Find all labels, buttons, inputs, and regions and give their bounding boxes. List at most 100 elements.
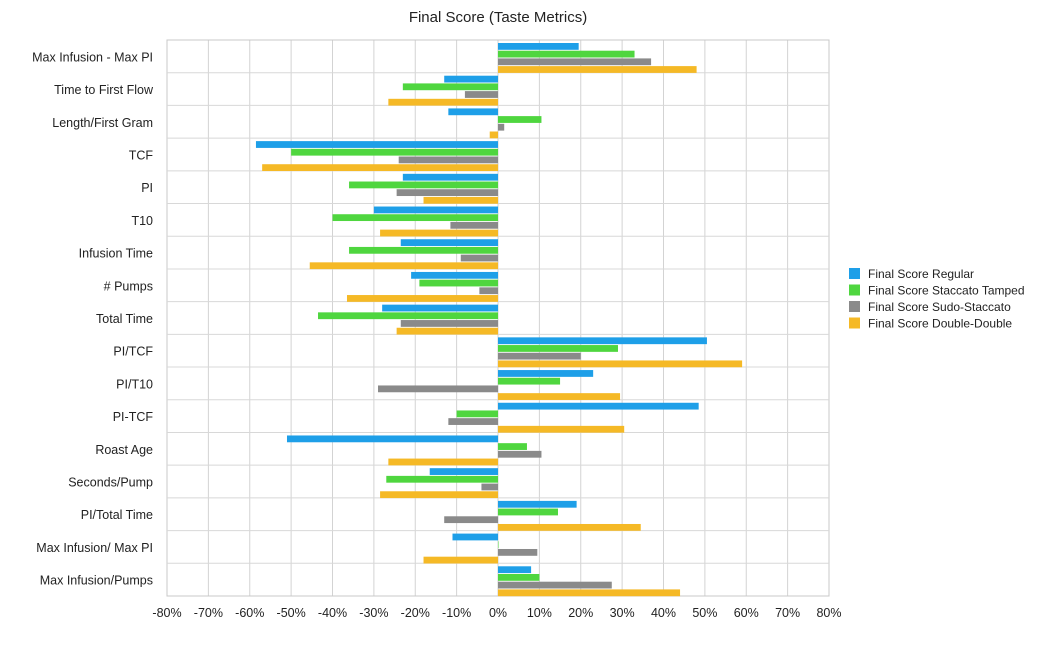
bar xyxy=(498,360,743,368)
bar xyxy=(498,58,652,66)
category-label: PI/T10 xyxy=(116,377,153,391)
bar xyxy=(498,589,681,597)
bar xyxy=(481,483,498,491)
x-tick-label: -80% xyxy=(152,606,181,620)
category-label: Max Infusion/Pumps xyxy=(40,574,153,588)
bar xyxy=(349,181,498,189)
bar xyxy=(498,377,561,385)
category-label: Roast Age xyxy=(95,443,153,457)
bar xyxy=(498,500,577,508)
bar xyxy=(498,523,641,531)
category-label: PI xyxy=(141,181,153,195)
bar xyxy=(498,548,538,556)
x-tick-label: 40% xyxy=(651,606,676,620)
bar xyxy=(419,279,498,287)
bar xyxy=(498,370,594,377)
category-label: PI/Total Time xyxy=(81,508,153,522)
x-tick-label: 70% xyxy=(775,606,800,620)
bar xyxy=(388,458,498,466)
bar xyxy=(386,475,498,483)
bar xyxy=(286,435,498,443)
bar xyxy=(452,533,498,541)
legend-entry-label: Final Score Regular xyxy=(868,267,974,281)
bar xyxy=(396,327,498,335)
bar xyxy=(400,239,498,247)
x-tick-label: 80% xyxy=(816,606,841,620)
x-tick-label: 60% xyxy=(734,606,759,620)
bar xyxy=(498,50,635,58)
x-tick-label: 10% xyxy=(527,606,552,620)
legend-entry-label: Final Score Staccato Tamped xyxy=(868,284,1025,298)
bar xyxy=(255,141,498,148)
bar xyxy=(448,108,498,116)
legend-entry-label: Final Score Sudo-Staccato xyxy=(868,300,1011,314)
bar xyxy=(498,352,581,360)
category-label: Total Time xyxy=(96,312,153,326)
bar xyxy=(489,131,498,139)
bar xyxy=(402,83,498,91)
legend-entry-label: Final Score Double-Double xyxy=(868,317,1012,331)
bar xyxy=(498,116,542,123)
bar xyxy=(411,271,498,279)
legend: Final Score Regular Final Score Staccato … xyxy=(849,267,1025,331)
category-label: # Pumps xyxy=(104,279,153,293)
chart-title: Final Score (Taste Metrics) xyxy=(409,9,587,26)
bar xyxy=(309,262,498,270)
bar xyxy=(498,402,699,410)
x-tick-label: 30% xyxy=(610,606,635,620)
bar xyxy=(398,156,498,164)
legend-swatch xyxy=(849,317,860,329)
bar xyxy=(349,246,498,254)
bar xyxy=(380,229,498,237)
category-label: Infusion Time xyxy=(79,247,153,261)
bar xyxy=(456,410,498,418)
bar xyxy=(373,206,498,214)
category-label: Max Infusion/ Max PI xyxy=(36,541,153,555)
category-label: Time to First Flow xyxy=(54,83,154,97)
bar xyxy=(423,196,498,204)
category-label: T10 xyxy=(131,214,153,228)
legend-swatch xyxy=(849,301,860,312)
x-tick-label: 0% xyxy=(489,606,507,620)
x-tick-label: -50% xyxy=(277,606,306,620)
category-label-layer: Max Infusion - Max PI Time to First Flow L… xyxy=(32,50,154,587)
x-tick-label: -10% xyxy=(442,606,471,620)
bar xyxy=(479,287,498,295)
x-tick-label: 20% xyxy=(568,606,593,620)
bar xyxy=(460,254,498,262)
bar xyxy=(444,75,498,83)
bar xyxy=(429,468,498,475)
bar xyxy=(444,516,498,524)
bar xyxy=(291,148,498,156)
x-tick-label: -70% xyxy=(194,606,223,620)
bar xyxy=(396,189,498,197)
bar xyxy=(498,443,527,450)
bar xyxy=(318,312,498,320)
legend-swatch xyxy=(849,284,860,296)
x-tick-label: -40% xyxy=(318,606,347,620)
bar xyxy=(498,581,612,589)
bar xyxy=(262,164,498,172)
bar xyxy=(464,91,498,98)
x-tick-label: -30% xyxy=(359,606,388,620)
bar xyxy=(498,123,505,131)
bar xyxy=(498,393,621,400)
bar xyxy=(498,43,579,50)
bar xyxy=(498,337,707,345)
bar xyxy=(498,345,618,352)
bar xyxy=(498,425,625,433)
bar xyxy=(498,450,542,458)
bar xyxy=(498,508,558,516)
bar xyxy=(378,385,498,393)
category-label: PI-TCF xyxy=(113,410,154,424)
bar xyxy=(380,491,498,499)
category-label: Length/First Gram xyxy=(52,116,153,130)
category-label: Max Infusion - Max PI xyxy=(32,50,153,64)
category-label: TCF xyxy=(129,148,154,162)
bar xyxy=(450,221,498,229)
bar xyxy=(498,566,532,574)
bar xyxy=(388,98,498,106)
bar xyxy=(448,418,498,425)
bar-layer xyxy=(255,43,743,597)
